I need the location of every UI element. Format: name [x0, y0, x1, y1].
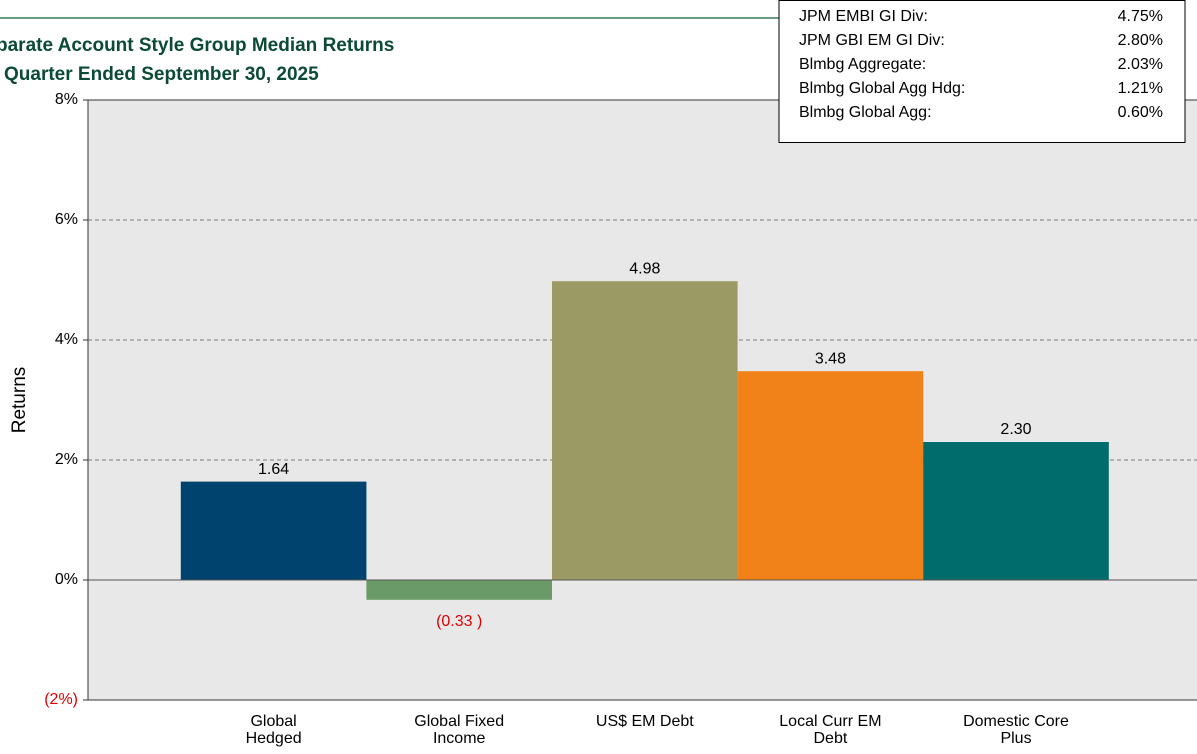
benchmark-value: 2.03% [1118, 56, 1163, 73]
x-tick-label: Income [433, 730, 486, 747]
benchmark-value: 1.21% [1118, 80, 1163, 97]
benchmark-name: Blmbg Global Agg: [799, 104, 932, 121]
y-tick-label: 8% [55, 91, 78, 108]
y-axis-label: Returns [9, 367, 30, 434]
chart-title: parate Account Style Group Median Return… [0, 35, 394, 56]
benchmark-name: JPM GBI EM GI Div: [799, 32, 945, 49]
benchmark-name: Blmbg Global Agg Hdg: [799, 80, 965, 97]
chart-subtitle: Quarter Ended September 30, 2025 [4, 64, 319, 85]
benchmark-value: 4.75% [1118, 8, 1163, 25]
value-label: 1.64 [258, 461, 289, 478]
value-label: (0.33 ) [436, 613, 482, 630]
bar [923, 442, 1109, 580]
benchmark-name: JPM EMBI GI Div: [799, 8, 928, 25]
x-tick-label: Debt [814, 730, 848, 747]
bar [366, 580, 552, 600]
y-tick-label: (2%) [44, 691, 78, 708]
bar [737, 371, 924, 580]
value-label: 3.48 [815, 350, 846, 367]
x-tick-label: US$ EM Debt [596, 713, 694, 730]
bar [180, 481, 367, 580]
benchmark-value: 0.60% [1118, 104, 1163, 121]
y-tick-label: 0% [55, 571, 78, 588]
x-tick-label: Hedged [246, 730, 302, 747]
x-tick-label: Global Fixed [414, 713, 504, 730]
benchmark-name: Blmbg Aggregate: [799, 56, 926, 73]
bar [552, 281, 738, 580]
benchmark-box [778, 0, 1186, 143]
x-tick-label: Plus [1000, 730, 1031, 747]
x-tick-label: Local Curr EM [779, 713, 881, 730]
value-label: 2.30 [1000, 421, 1031, 438]
y-tick-label: 6% [55, 211, 78, 228]
x-tick-label: Domestic Core [963, 713, 1069, 730]
benchmark-value: 2.80% [1118, 32, 1163, 49]
y-tick-label: 2% [55, 451, 78, 468]
y-tick-label: 4% [55, 331, 78, 348]
value-label: 4.98 [629, 260, 660, 277]
x-tick-label: Global [250, 713, 296, 730]
